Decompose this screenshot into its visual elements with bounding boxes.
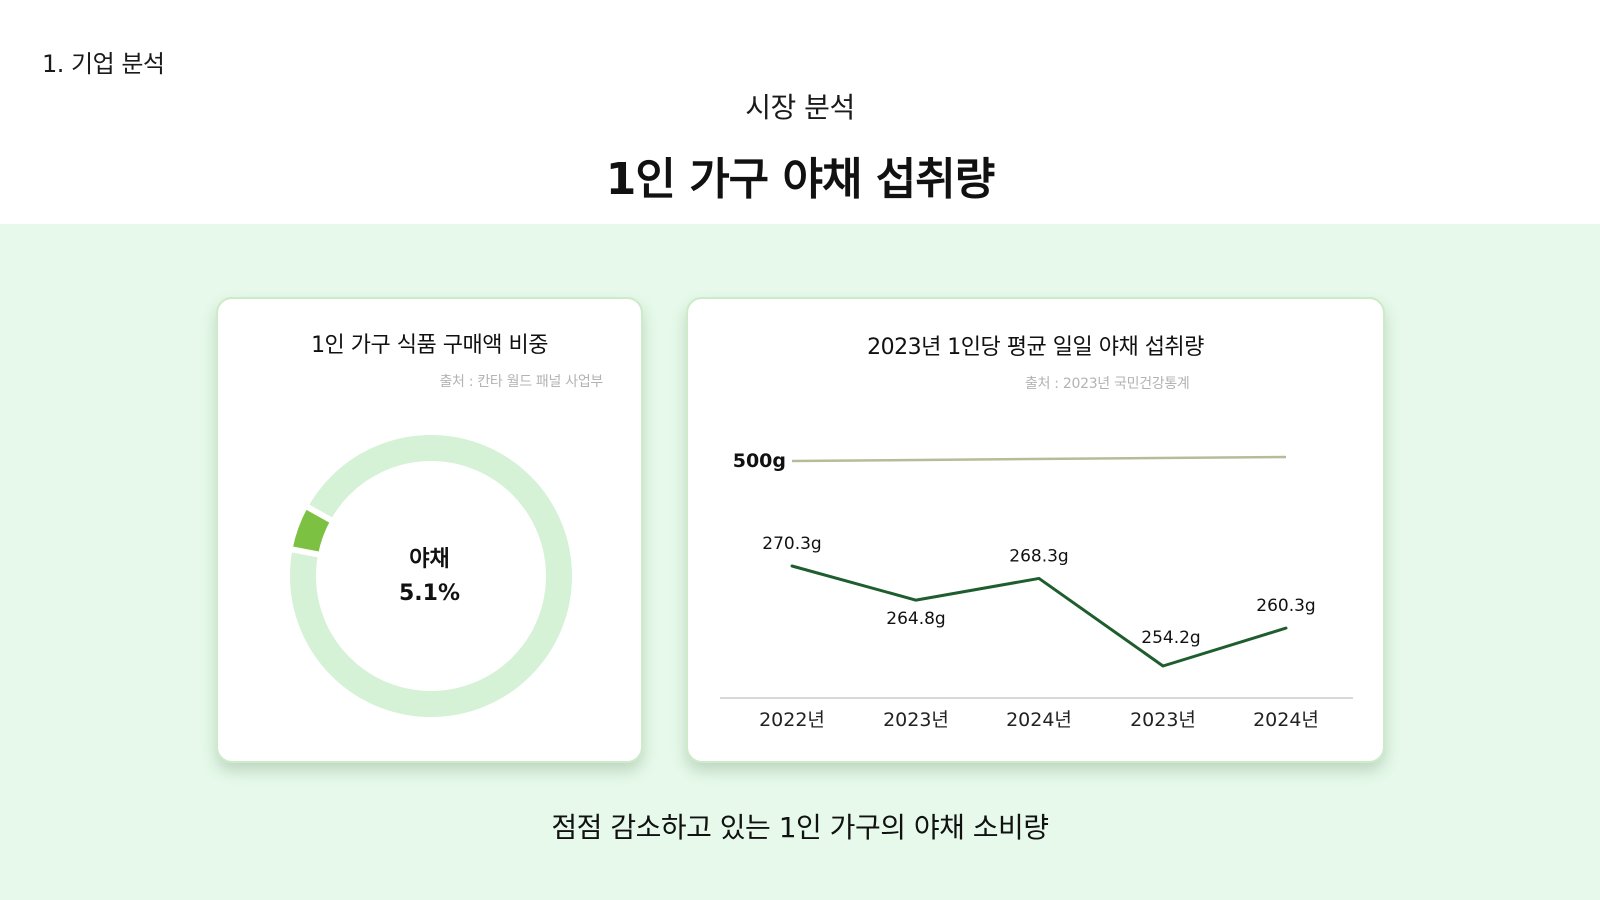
page-title: 1인 가구 야채 섭취량 — [605, 154, 995, 205]
x-tick-label: 2024년 — [1006, 709, 1072, 731]
donut-center-label: 야채 — [409, 547, 450, 572]
x-tick-label: 2024년 — [1253, 709, 1319, 731]
donut-card-title: 1인 가구 식품 구매액 비중 — [311, 333, 548, 358]
donut-card-source: 출처 : 칸타 월드 패널 사업부 — [439, 374, 603, 390]
x-tick-label: 2023년 — [1130, 709, 1196, 731]
donut-chart — [288, 435, 572, 717]
donut-card: 1인 가구 식품 구매액 비중 출처 : 칸타 월드 패널 사업부 야채 5.1… — [216, 297, 643, 763]
line-chart: 500g 270.3g 264.8g 268.3g 254.2g 260.3g 2022년 2… — [720, 450, 1353, 731]
line-card: 2023년 1인당 평균 일일 야채 섭취량 출처 : 2023년 국민건강통계… — [686, 297, 1385, 763]
section-label: 1. 기업 분석 — [42, 50, 165, 78]
data-label: 260.3g — [1256, 596, 1315, 616]
line-card-source: 출처 : 2023년 국민건강통계 — [1025, 376, 1190, 392]
series-line — [790, 564, 1288, 668]
data-label: 264.8g — [886, 609, 945, 629]
data-label: 268.3g — [1009, 546, 1068, 566]
x-tick-label: 2023년 — [883, 709, 949, 731]
donut-gap — [303, 503, 335, 525]
donut-track — [290, 435, 572, 717]
bottom-caption: 점점 감소하고 있는 1인 가구의 야채 소비량 — [551, 811, 1049, 844]
x-tick-label: 2022년 — [759, 709, 825, 731]
line-card-title: 2023년 1인당 평균 일일 야채 섭취량 — [867, 335, 1204, 360]
donut-center-value: 5.1% — [398, 581, 460, 606]
page-subtitle: 시장 분석 — [745, 91, 855, 124]
reference-label: 500g — [733, 450, 786, 472]
donut-gap — [288, 546, 322, 558]
data-label: 270.3g — [762, 534, 821, 554]
reference-line — [791, 455, 1287, 463]
data-label: 254.2g — [1141, 628, 1200, 648]
